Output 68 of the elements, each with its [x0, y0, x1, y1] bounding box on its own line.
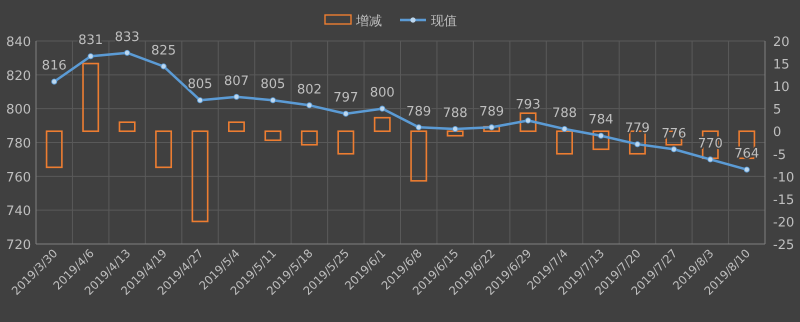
- data-label: 800: [370, 86, 395, 101]
- data-label: 793: [516, 98, 540, 113]
- bar: [155, 130, 172, 168]
- bar: [410, 130, 428, 182]
- data-label: 789: [479, 104, 504, 120]
- point: [598, 132, 604, 139]
- y-tick-label: 740: [6, 204, 31, 220]
- point: [342, 110, 349, 117]
- y2-tick-label: -5: [773, 148, 786, 163]
- point: [124, 50, 130, 56]
- point: [562, 126, 568, 132]
- data-label: 805: [260, 77, 286, 92]
- point: [379, 106, 386, 112]
- bar: [228, 121, 245, 132]
- y-tick-label: 760: [6, 170, 31, 186]
- data-label: 833: [114, 30, 140, 45]
- point: [51, 78, 58, 85]
- y-tick-label: 820: [6, 68, 31, 84]
- bar: [446, 130, 464, 137]
- data-label: 788: [552, 106, 577, 121]
- data-label: 789: [406, 104, 432, 120]
- y-tick-label: 720: [6, 238, 31, 253]
- y2-tick-label: 15: [773, 58, 790, 73]
- bar: [300, 130, 318, 146]
- point: [197, 97, 204, 104]
- bar: [192, 130, 208, 222]
- y-tick-label: 780: [6, 136, 31, 152]
- data-label: 802: [296, 82, 322, 98]
- point: [452, 126, 458, 132]
- data-label: 807: [224, 74, 249, 89]
- y2-tick-label: 5: [773, 102, 782, 118]
- bar: [556, 130, 573, 155]
- data-label: 784: [588, 112, 614, 128]
- bar: [46, 130, 63, 168]
- point: [707, 156, 714, 162]
- bar: [264, 130, 282, 142]
- data-label: 831: [78, 33, 104, 48]
- bar: [118, 121, 136, 132]
- y2-tick-label: 10: [773, 80, 790, 96]
- y2-tick-label: -25: [773, 238, 794, 253]
- data-label: 788: [442, 106, 468, 121]
- y-tick-label: 800: [6, 102, 31, 118]
- point: [88, 53, 94, 60]
- data-label: 797: [333, 90, 358, 106]
- legend-label: 现值: [431, 14, 457, 29]
- y2-tick-label: 0: [773, 125, 782, 140]
- point: [416, 124, 422, 130]
- point: [270, 97, 276, 104]
- bar: [374, 116, 391, 132]
- y2-tick-label: -15: [773, 192, 794, 208]
- point: [233, 94, 240, 100]
- y2-tick-label: 20: [773, 35, 790, 50]
- y2-tick-label: -10: [773, 170, 794, 186]
- point: [160, 63, 167, 70]
- y2-tick-label: -20: [773, 215, 794, 230]
- point: [670, 146, 677, 152]
- data-label: 816: [42, 58, 67, 74]
- bar: [483, 126, 500, 132]
- y-tick-label: 840: [6, 35, 31, 50]
- legend-label: 增减: [355, 14, 382, 29]
- bar: [82, 62, 100, 132]
- point: [744, 166, 750, 173]
- data-label: 805: [188, 77, 212, 92]
- bar: [337, 130, 354, 155]
- bar: [592, 130, 610, 150]
- bar: [520, 112, 537, 132]
- point: [306, 102, 312, 108]
- data-label: 825: [151, 43, 176, 58]
